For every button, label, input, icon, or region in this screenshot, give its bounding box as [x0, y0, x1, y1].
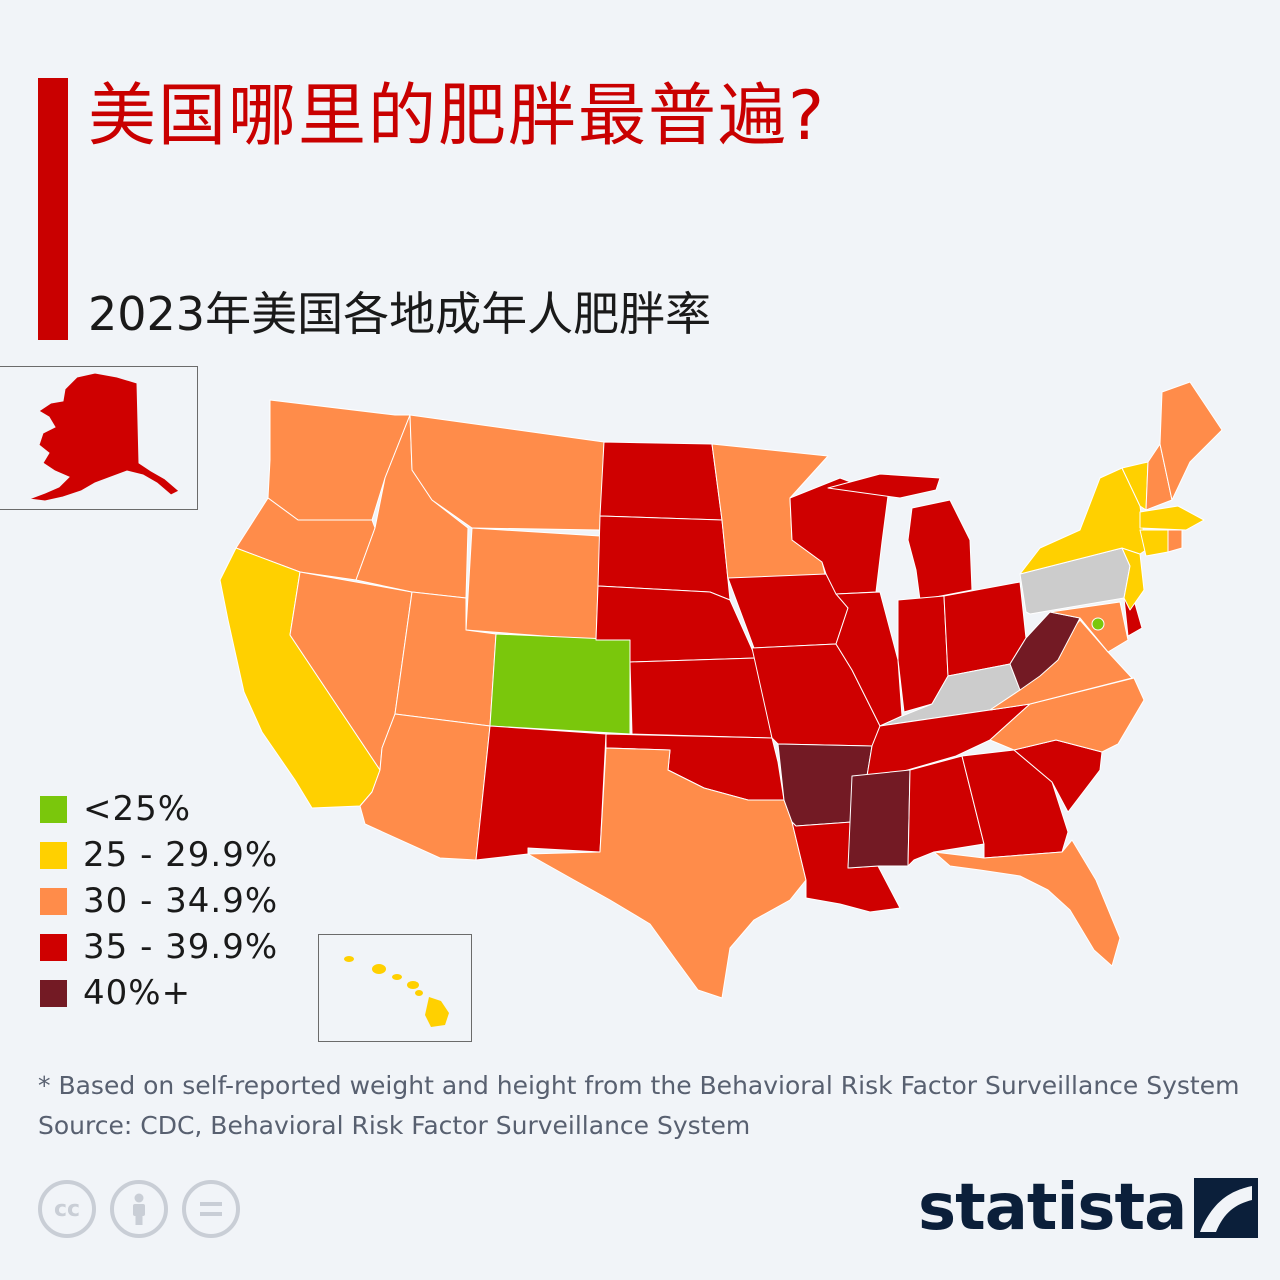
page-subtitle: 2023年美国各地成年人肥胖率 [88, 287, 712, 341]
state-WY [465, 527, 601, 641]
alaska-inset [0, 366, 198, 510]
hawaii-inset [318, 934, 472, 1042]
page-title: 美国哪里的肥胖最普遍? [88, 77, 827, 156]
legend-label: <25% [83, 789, 192, 829]
legend: <25% 25 - 29.9% 30 - 34.9% 35 - 39.9% 40… [40, 786, 278, 1016]
legend-swatch [40, 979, 67, 1007]
state-ND [599, 441, 723, 521]
us-obesity-map [219, 381, 1223, 999]
state-ME [1159, 381, 1223, 501]
title-accent-bar [38, 78, 68, 340]
state-HI [344, 956, 449, 1027]
alaska-map [28, 372, 180, 502]
cc-icon[interactable]: cc [38, 1180, 96, 1238]
footnote-source: Source: CDC, Behavioral Risk Factor Surv… [38, 1111, 751, 1140]
legend-item-25-29: 25 - 29.9% [40, 832, 278, 878]
legend-item-35-39: 35 - 39.9% [40, 924, 278, 970]
state-MD [1049, 601, 1129, 653]
statista-logo[interactable]: statista [918, 1168, 1259, 1248]
state-MS [847, 769, 911, 869]
statista-mark-icon [1194, 1178, 1259, 1238]
legend-item-40p: 40%+ [40, 970, 278, 1016]
legend-label: 30 - 34.9% [83, 881, 279, 921]
legend-label: 40%+ [83, 973, 192, 1013]
state-KS [629, 657, 773, 739]
no-derivatives-icon[interactable] [182, 1180, 240, 1238]
state-WV [1009, 611, 1081, 691]
legend-swatch [40, 933, 67, 961]
hawaii-map [344, 956, 449, 1027]
state-AK [28, 372, 180, 502]
legend-item-lt25: <25% [40, 786, 278, 832]
state-RI [1167, 529, 1183, 553]
footnote-note: * Based on self-reported weight and heig… [38, 1071, 1240, 1100]
legend-label: 25 - 29.9% [83, 835, 279, 875]
legend-label: 35 - 39.9% [83, 927, 279, 967]
brand-wordmark: statista [918, 1171, 1187, 1245]
legend-item-30-34: 30 - 34.9% [40, 878, 278, 924]
state-FL [933, 839, 1121, 967]
footnote: * Based on self-reported weight and heig… [38, 1066, 1239, 1146]
state-CO [489, 633, 631, 735]
state-MA [1139, 505, 1205, 531]
state-MI [827, 473, 973, 601]
state-TX [527, 747, 807, 999]
state-DC [1091, 617, 1105, 631]
legend-swatch [40, 887, 67, 915]
state-VA [989, 619, 1133, 711]
state-NM [475, 725, 607, 861]
legend-swatch [40, 795, 67, 823]
license-icons: cc [38, 1180, 240, 1238]
state-CT [1139, 529, 1169, 557]
legend-swatch [40, 841, 67, 869]
attribution-icon[interactable] [110, 1180, 168, 1238]
